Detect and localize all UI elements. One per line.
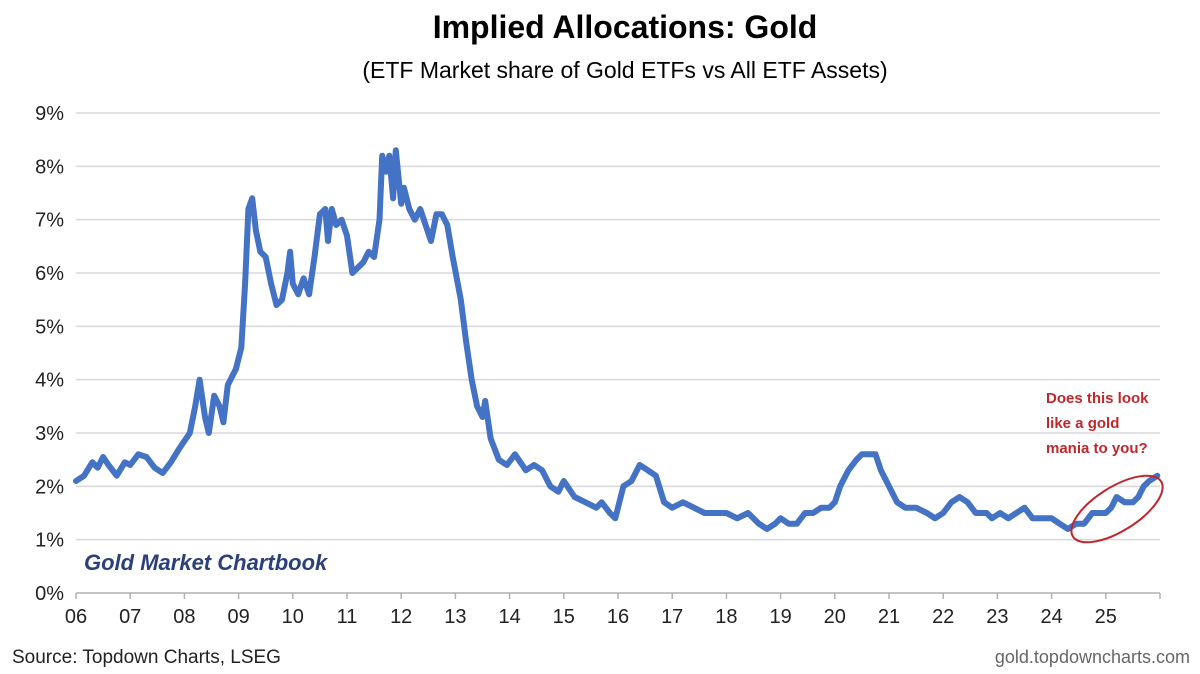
x-tick-label: 07 (119, 606, 141, 628)
chart-subtitle: (ETF Market share of Gold ETFs vs All ET… (362, 57, 887, 83)
x-tick-label: 15 (553, 606, 575, 628)
x-tick-label: 22 (932, 606, 954, 628)
x-tick-label: 14 (498, 606, 520, 628)
x-tick-label: 11 (337, 606, 358, 628)
y-axis-ticks: 0% 1% 2% 3% 4% 5% 6% 7% 8% 9% (35, 103, 64, 605)
x-tick-label: 12 (390, 606, 412, 628)
source-note: Source: Topdown Charts, LSEG (12, 647, 281, 668)
x-tick-label: 13 (444, 606, 466, 628)
x-tick-label: 10 (282, 606, 304, 628)
y-tick-label: 3% (35, 423, 64, 445)
y-tick-label: 5% (35, 316, 64, 338)
x-tick-label: 21 (878, 606, 900, 628)
y-tick-label: 2% (35, 476, 64, 498)
x-tick-label: 18 (715, 606, 737, 628)
x-tick-label: 19 (769, 606, 791, 628)
annotation-line: like a gold (1046, 415, 1119, 432)
x-tick-label: 24 (1040, 606, 1062, 628)
x-tick-label: 23 (986, 606, 1008, 628)
x-tick-label: 09 (227, 606, 249, 628)
x-tick-label: 08 (173, 606, 195, 628)
site-url: gold.topdowncharts.com (995, 647, 1190, 667)
y-tick-label: 6% (35, 263, 64, 285)
x-tick-label: 17 (661, 606, 683, 628)
chart-title: Implied Allocations: Gold (433, 9, 818, 45)
annotation-line: Does this look (1046, 390, 1149, 407)
y-tick-label: 7% (35, 210, 64, 232)
x-tick-label: 25 (1095, 606, 1117, 628)
y-tick-label: 4% (35, 370, 64, 392)
chartbook-label: Gold Market Chartbook (84, 550, 329, 575)
annotation-callout: Does this look like a gold mania to you? (1046, 390, 1149, 457)
x-axis-ticks: 06 07 08 09 10 11 12 13 14 15 16 17 18 19 20 21 22 23 24 25 (65, 593, 1161, 628)
x-tick-label: 16 (607, 606, 629, 628)
y-tick-label: 9% (35, 103, 64, 125)
annotation-line: mania to you? (1046, 440, 1148, 457)
y-tick-label: 1% (35, 530, 64, 552)
series-line-gold-share (73, 147, 1161, 532)
y-tick-label: 8% (35, 156, 64, 178)
x-tick-label: 06 (65, 606, 87, 628)
annotation-ellipse (1070, 474, 1164, 544)
grid (76, 112, 1160, 541)
x-tick-label: 20 (824, 606, 846, 628)
y-tick-label: 0% (35, 583, 64, 605)
